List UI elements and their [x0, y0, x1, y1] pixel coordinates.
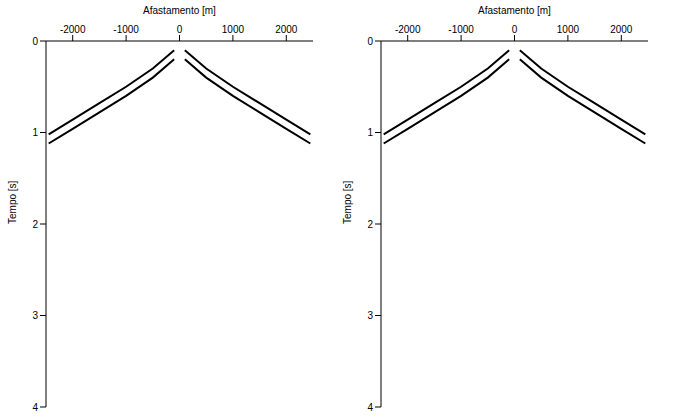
svg-text:2: 2 — [32, 219, 38, 230]
svg-text:Tempo [s]: Tempo [s] — [342, 180, 353, 224]
svg-text:1000: 1000 — [557, 24, 580, 35]
svg-text:1: 1 — [32, 127, 38, 138]
svg-text:2000: 2000 — [275, 24, 298, 35]
svg-text:2: 2 — [367, 219, 373, 230]
svg-text:-1000: -1000 — [448, 24, 474, 35]
svg-text:0: 0 — [512, 24, 518, 35]
svg-text:0: 0 — [177, 24, 183, 35]
svg-text:-2000: -2000 — [395, 24, 421, 35]
svg-text:0: 0 — [367, 36, 373, 47]
svg-text:3: 3 — [367, 310, 373, 321]
svg-text:-2000: -2000 — [60, 24, 86, 35]
svg-text:Afastamento [m]: Afastamento [m] — [143, 5, 216, 16]
svg-text:2000: 2000 — [610, 24, 633, 35]
svg-text:3: 3 — [32, 310, 38, 321]
svg-text:1: 1 — [367, 127, 373, 138]
svg-text:1000: 1000 — [222, 24, 245, 35]
svg-text:-1000: -1000 — [113, 24, 139, 35]
svg-text:4: 4 — [32, 402, 38, 413]
svg-text:Afastamento [m]: Afastamento [m] — [478, 5, 551, 16]
svg-text:4: 4 — [367, 402, 373, 413]
svg-text:0: 0 — [32, 36, 38, 47]
svg-text:Tempo [s]: Tempo [s] — [7, 180, 18, 224]
